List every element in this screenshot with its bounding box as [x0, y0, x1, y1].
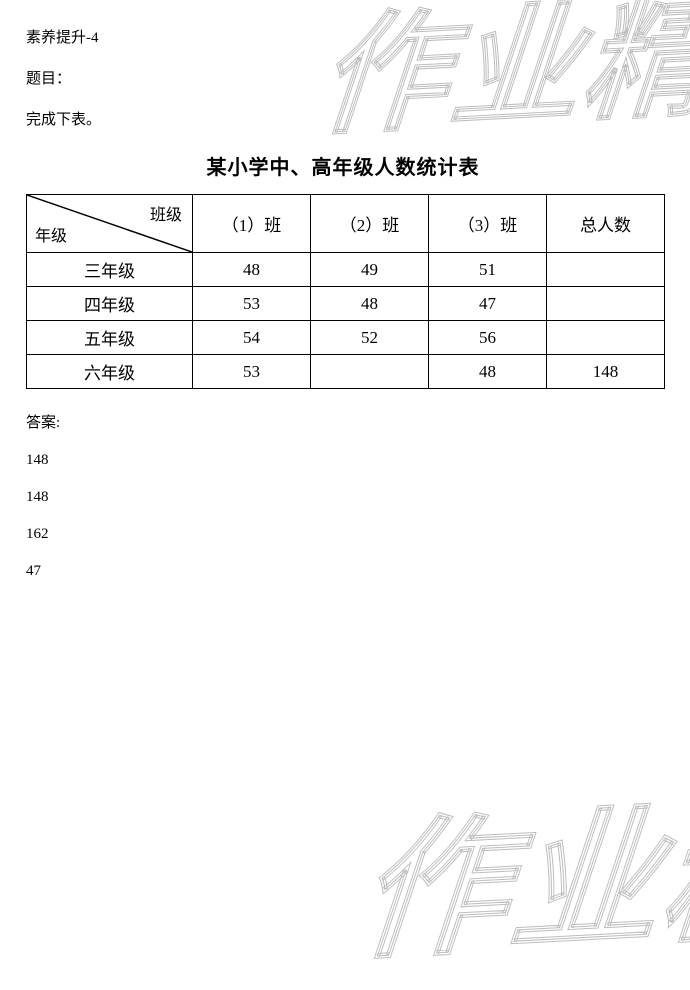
answer-value: 47	[26, 561, 664, 582]
table-header-row: 班级 年级 （1）班 （2）班 （3）班 总人数	[27, 195, 665, 253]
cell: 53	[193, 287, 311, 321]
row-label: 六年级	[27, 355, 193, 389]
cell: 51	[429, 253, 547, 287]
cell: 52	[311, 321, 429, 355]
cell	[547, 321, 665, 355]
cell	[311, 355, 429, 389]
answer-value: 148	[26, 450, 664, 471]
cell: 48	[193, 253, 311, 287]
col-header: （1）班	[193, 195, 311, 253]
question-label: 题目：	[26, 69, 664, 90]
diag-bottom-label: 年级	[35, 222, 67, 246]
cell: 54	[193, 321, 311, 355]
row-label: 五年级	[27, 321, 193, 355]
diagonal-header-cell: 班级 年级	[27, 195, 193, 253]
table-title: 某小学中、高年级人数统计表	[26, 151, 660, 180]
cell: 48	[429, 355, 547, 389]
table-row: 六年级 53 48 148	[27, 355, 665, 389]
page-content: 素养提升-4 题目： 完成下表。 某小学中、高年级人数统计表 班级 年级 （1	[0, 0, 690, 582]
cell: 53	[193, 355, 311, 389]
cell: 47	[429, 287, 547, 321]
answer-value: 148	[26, 487, 664, 508]
instruction: 完成下表。	[26, 110, 664, 131]
cell	[547, 253, 665, 287]
diag-top-label: 班级	[150, 201, 182, 225]
cell	[547, 287, 665, 321]
answer-value: 162	[26, 524, 664, 545]
table-section: 某小学中、高年级人数统计表 班级 年级 （1）班 （2）班 （3）班	[26, 151, 664, 389]
cell: 148	[547, 355, 665, 389]
col-header: （3）班	[429, 195, 547, 253]
table-row: 五年级 54 52 56	[27, 321, 665, 355]
row-label: 四年级	[27, 287, 193, 321]
cell: 49	[311, 253, 429, 287]
watermark-bottom: 作业精	[351, 747, 690, 989]
row-label: 三年级	[27, 253, 193, 287]
col-header: （2）班	[311, 195, 429, 253]
cell: 56	[429, 321, 547, 355]
answer-label: 答案:	[26, 413, 664, 434]
heading: 素养提升-4	[26, 28, 664, 49]
col-header: 总人数	[547, 195, 665, 253]
answer-section: 答案: 148 148 162 47	[26, 413, 664, 582]
table-row: 四年级 53 48 47	[27, 287, 665, 321]
table-row: 三年级 48 49 51	[27, 253, 665, 287]
cell: 48	[311, 287, 429, 321]
stats-table: 班级 年级 （1）班 （2）班 （3）班 总人数 三年级 48 49 51 四年…	[26, 194, 665, 389]
